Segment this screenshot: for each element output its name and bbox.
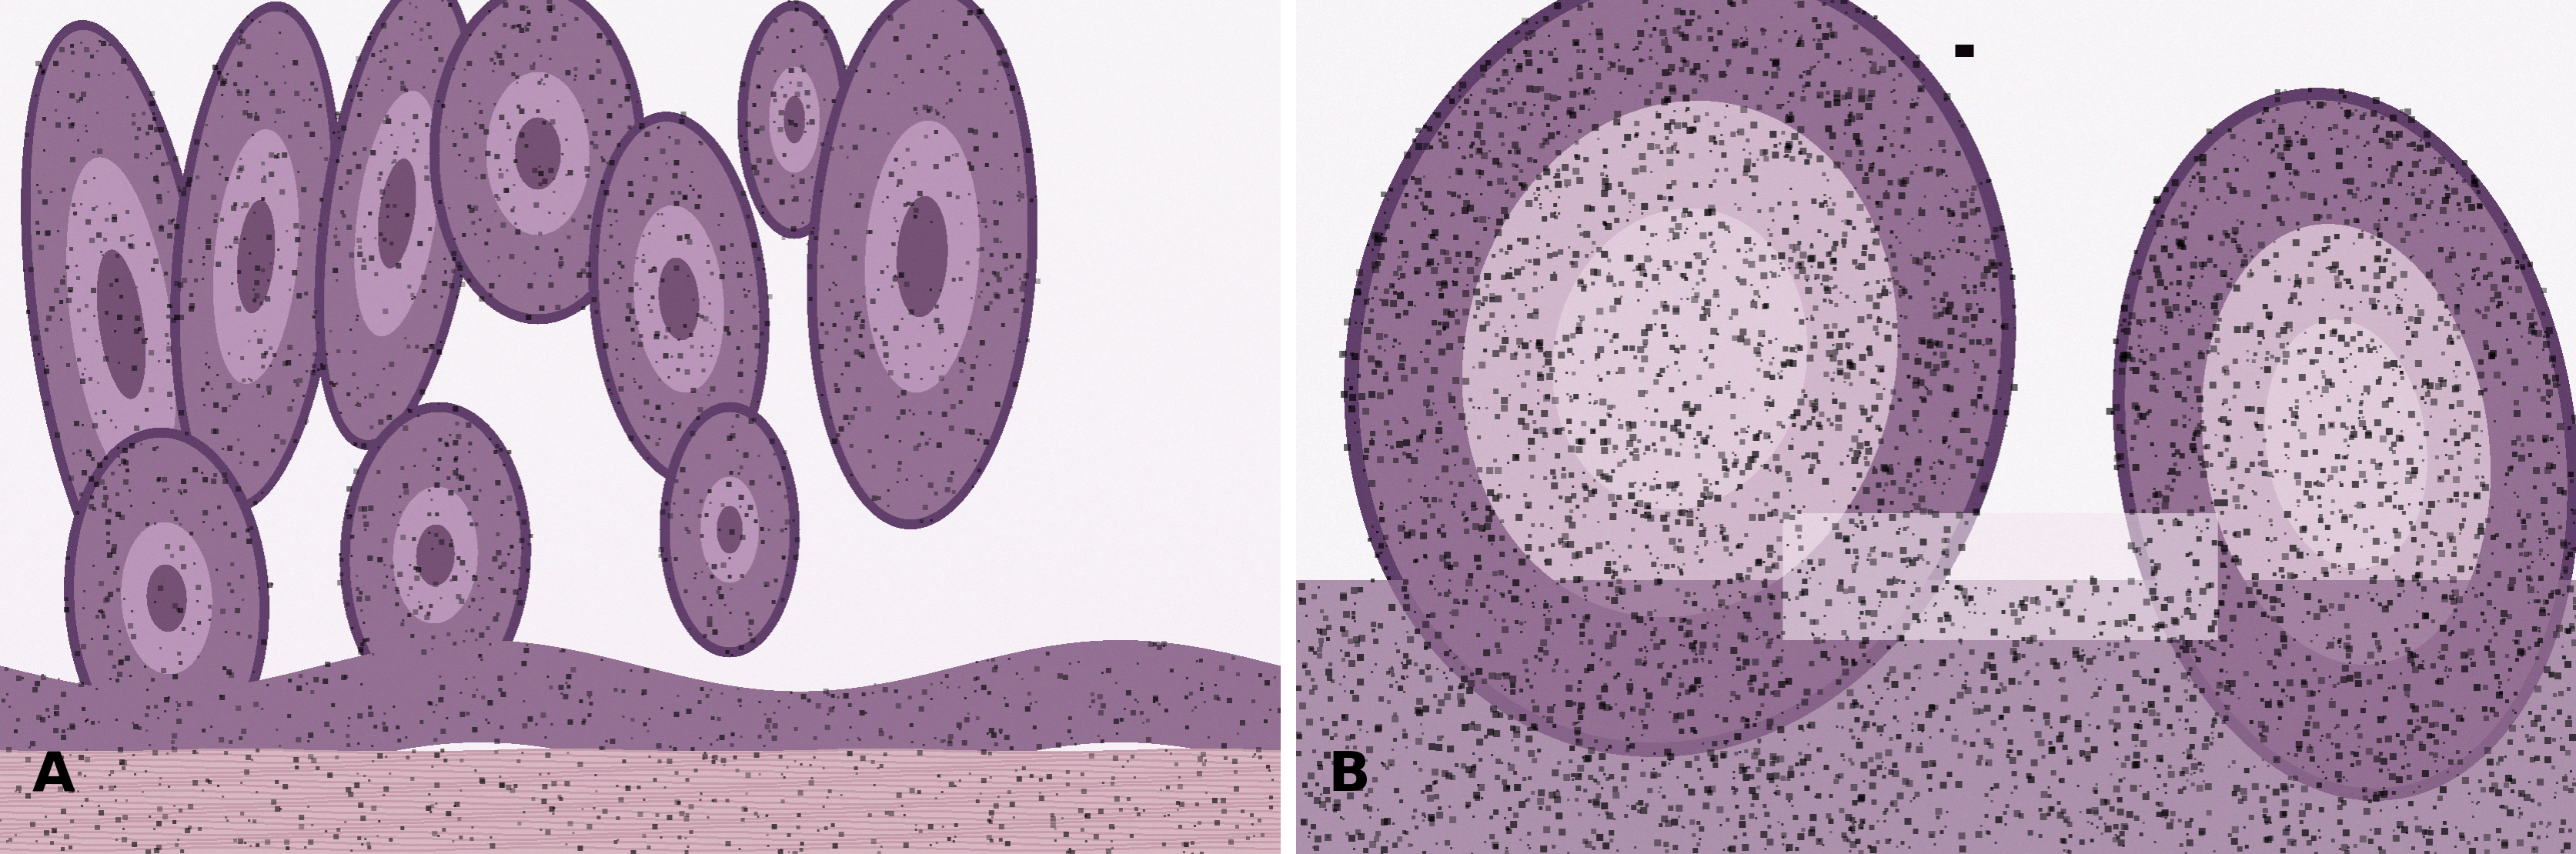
Text: A: A xyxy=(31,750,75,803)
Text: B: B xyxy=(1327,750,1370,803)
